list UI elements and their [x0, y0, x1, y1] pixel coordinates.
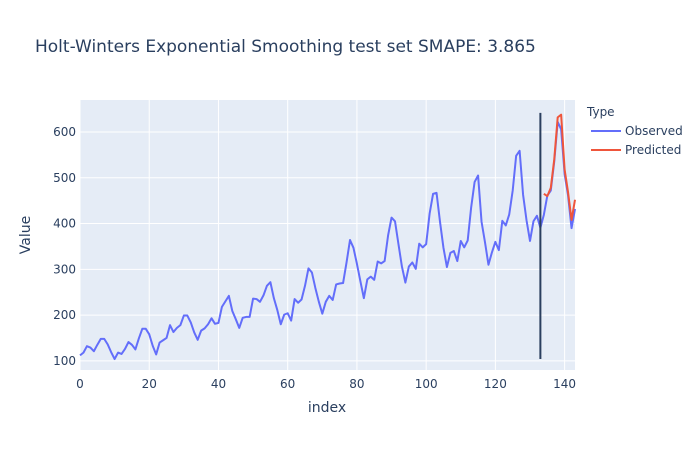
- legend-label-predicted: Predicted: [625, 143, 681, 157]
- plot-background: [80, 100, 575, 370]
- chart-title: Holt-Winters Exponential Smoothing test …: [35, 37, 536, 57]
- y-tick-label: 600: [53, 125, 76, 139]
- x-gridlines: [79, 100, 566, 370]
- x-tick-label: 20: [142, 377, 157, 391]
- y-tick-labels: 100 200 300 400 500 600: [53, 125, 76, 368]
- x-tick-labels: 0 20 40 60 80 100 120 140: [76, 377, 576, 391]
- series-line-observed: [79, 120, 576, 361]
- x-axis-title: index: [308, 400, 346, 416]
- legend-label-observed: Observed: [625, 124, 683, 138]
- legend: Type Observed Predicted: [586, 105, 683, 157]
- legend-title: Type: [586, 105, 615, 119]
- legend-item-observed[interactable]: Observed: [591, 124, 683, 138]
- y-tick-label: 100: [53, 354, 76, 368]
- y-axis-title: Value: [18, 216, 34, 254]
- x-tick-label: 0: [76, 377, 84, 391]
- y-tick-label: 300: [53, 262, 76, 276]
- x-tick-label: 100: [415, 377, 438, 391]
- y-tick-label: 400: [53, 217, 76, 231]
- y-tick-label: 500: [53, 171, 76, 185]
- x-tick-label: 60: [280, 377, 295, 391]
- y-tick-label: 200: [53, 308, 76, 322]
- x-tick-label: 80: [349, 377, 364, 391]
- x-tick-label: 140: [553, 377, 576, 391]
- x-tick-label: 120: [484, 377, 507, 391]
- y-gridlines: [80, 131, 575, 362]
- legend-item-predicted[interactable]: Predicted: [591, 143, 681, 157]
- series-line-predicted: [543, 113, 576, 221]
- x-tick-label: 40: [211, 377, 226, 391]
- series-layer: [79, 113, 576, 361]
